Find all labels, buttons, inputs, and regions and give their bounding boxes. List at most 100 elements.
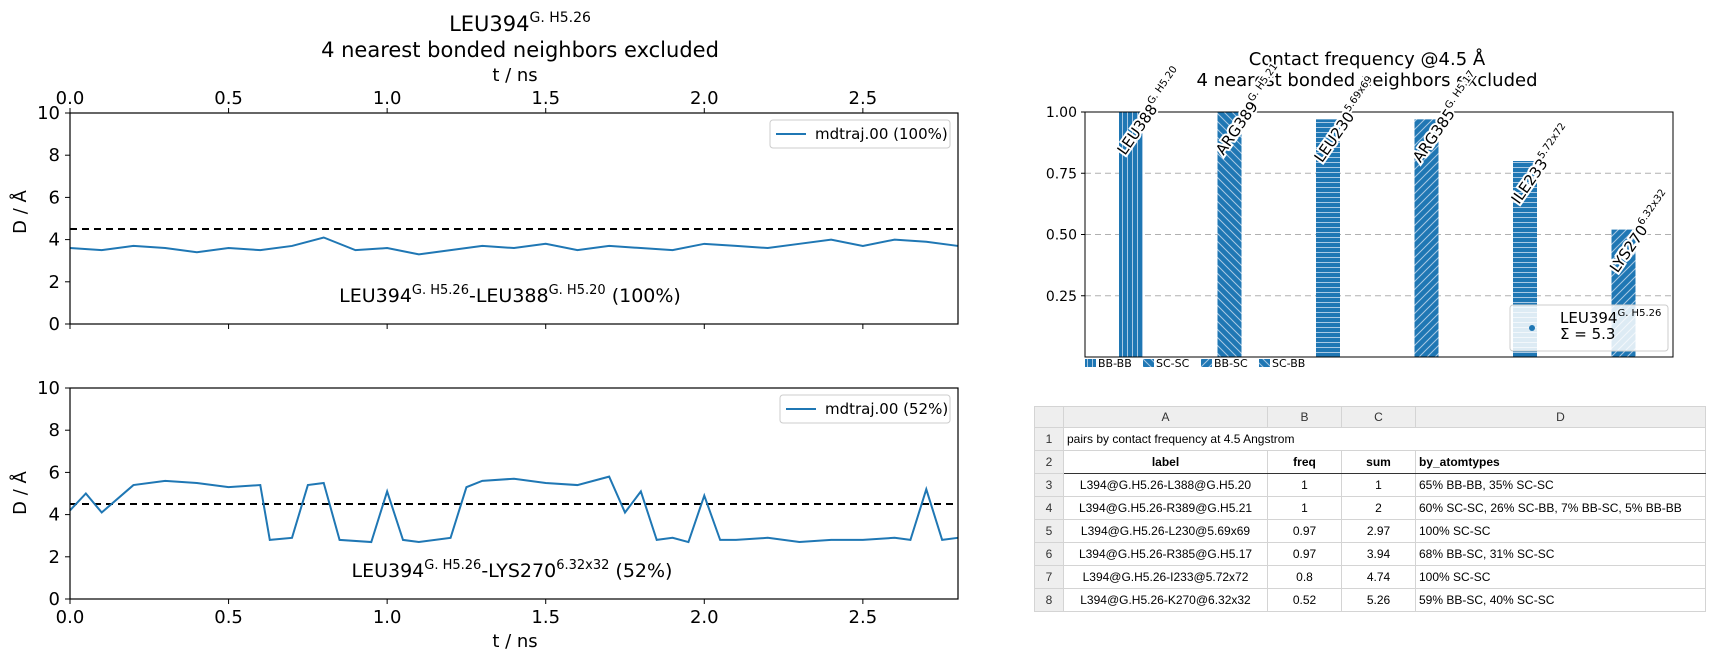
sheet-row-number[interactable]: 5: [1034, 519, 1064, 543]
panel2-xtick-label: 0.0: [56, 607, 85, 628]
timeseries-panel-2: 0.0 0.5 1.0 1.5 2.0 2.5 0 2 4 6 8 10 t / ns D / Å m…: [9, 378, 959, 649]
hatch-legend-swatch: [1201, 359, 1212, 367]
sheet-title-row: 1 pairs by contact frequency at 4.5 Angs…: [1034, 427, 1706, 451]
bar-ytick-label: 0.50: [1046, 228, 1077, 244]
sheet-header-label[interactable]: label: [1063, 450, 1268, 474]
bar-legend-box: LEU394G. H5.26 Σ = 5.3: [1509, 304, 1669, 352]
sheet-row-number[interactable]: 1: [1034, 427, 1064, 451]
bar-arg389: [1217, 112, 1242, 357]
panel1-top-xlabel: t / ns: [492, 65, 537, 86]
sheet-row-number[interactable]: 2: [1034, 450, 1064, 474]
sheet-cell-sum[interactable]: 5.26: [1341, 588, 1416, 612]
sheet-cell-label[interactable]: L394@G.H5.26-L230@5.69x69: [1063, 519, 1268, 543]
panel2-ylabel: D / Å: [9, 470, 31, 514]
sheet-row-number[interactable]: 3: [1034, 473, 1064, 497]
sheet-corner-cell[interactable]: [1034, 406, 1064, 428]
sheet-col-C[interactable]: C: [1341, 406, 1416, 428]
panel1-title-residue: LEU394: [449, 12, 529, 36]
sheet-header-freq[interactable]: freq: [1267, 450, 1342, 474]
panel1-ytick-label: 4: [49, 230, 60, 251]
sheet-cell-freq[interactable]: 1: [1267, 473, 1342, 497]
sheet-row-number[interactable]: 7: [1034, 565, 1064, 589]
sheet-column-header-row: A B C D: [1034, 406, 1706, 428]
panel2-annotation: LEU394G. H5.26-LYS2706.32x32 (52%): [352, 558, 673, 582]
sheet-cell-freq[interactable]: 0.97: [1267, 519, 1342, 543]
panel1-ytick-label: 10: [37, 103, 60, 124]
panel2-ytick-label: 0: [49, 589, 60, 610]
sheet-cell-label[interactable]: L394@G.H5.26-R385@G.H5.17: [1063, 542, 1268, 566]
sheet-col-D[interactable]: D: [1415, 406, 1706, 428]
hatch-legend-label: SC-BB: [1272, 357, 1305, 370]
sheet-cell-atomtypes[interactable]: 68% BB-SC, 31% SC-SC: [1415, 542, 1706, 566]
bar-yticks: 0.25 0.50 0.75 1.00: [1046, 105, 1085, 305]
sheet-col-A[interactable]: A: [1063, 406, 1268, 428]
panel2-series-line: [69, 475, 959, 544]
sheet-col-B[interactable]: B: [1267, 406, 1342, 428]
panel1-legend-label: mdtraj.00 (100%): [815, 125, 948, 143]
bar-leu230: [1316, 119, 1340, 357]
panel1-xtick-label: 1.0: [373, 88, 402, 109]
sheet-cell-sum[interactable]: 1: [1341, 473, 1416, 497]
sheet-cell-atomtypes[interactable]: 59% BB-SC, 40% SC-SC: [1415, 588, 1706, 612]
sheet-cell-freq[interactable]: 0.97: [1267, 542, 1342, 566]
sheet-cell-atomtypes[interactable]: 100% SC-SC: [1415, 519, 1706, 543]
panel2-ticks: 0.0 0.5 1.0 1.5 2.0 2.5 0 2 4 6 8 10: [37, 378, 877, 628]
panel2-ytick-label: 8: [49, 420, 60, 441]
table-row: 6 L394@G.H5.26-R385@G.H5.17 0.97 3.94 68…: [1034, 542, 1706, 566]
panel2-legend-label: mdtraj.00 (52%): [825, 400, 948, 418]
panel2-legend: mdtraj.00 (52%): [779, 394, 951, 424]
sheet-cell-sum[interactable]: 2: [1341, 496, 1416, 520]
bar-legend-name: LEU394G. H5.26: [1560, 308, 1661, 327]
panel1-ylabel: D / Å: [9, 189, 31, 233]
panel2-ytick-label: 4: [49, 505, 60, 526]
panel1-xtick-label: 2.0: [690, 88, 719, 109]
bar-ytick-label: 0.75: [1046, 166, 1077, 182]
sheet-cell-atomtypes[interactable]: 60% SC-SC, 26% SC-BB, 7% BB-SC, 5% BB-BB: [1415, 496, 1706, 520]
panel2-xtick-label: 1.5: [531, 607, 560, 628]
panel1-legend: mdtraj.00 (100%): [769, 119, 951, 149]
sheet-cell-label[interactable]: L394@G.H5.26-I233@5.72x72: [1063, 565, 1268, 589]
sheet-cell-freq[interactable]: 1: [1267, 496, 1342, 520]
panel1-title-line1: LEU394G. H5.26: [449, 10, 591, 36]
sheet-header-atomtypes[interactable]: by_atomtypes: [1415, 450, 1706, 474]
sheet-cell-atomtypes[interactable]: 100% SC-SC: [1415, 565, 1706, 589]
sheet-header-sum[interactable]: sum: [1341, 450, 1416, 474]
sheet-cell-sum[interactable]: 2.97: [1341, 519, 1416, 543]
panel1-xtick-label: 0.5: [214, 88, 243, 109]
sheet-cell-freq[interactable]: 0.52: [1267, 588, 1342, 612]
contact-frequency-chart: Contact frequency @4.5 Å 4 nearest bonde…: [1046, 48, 1674, 370]
table-row: 3 L394@G.H5.26-L388@G.H5.20 1 1 65% BB-B…: [1034, 473, 1706, 497]
panel1-ticks: 0.0 0.5 1.0 1.5 2.0 2.5 0 2 4 6 8 10: [37, 88, 877, 335]
sheet-row-number[interactable]: 6: [1034, 542, 1064, 566]
sheet-cell-label[interactable]: L394@G.H5.26-L388@G.H5.20: [1063, 473, 1268, 497]
sheet-cell-freq[interactable]: 0.8: [1267, 565, 1342, 589]
panel2-ytick-label: 6: [49, 462, 60, 483]
sheet-cell-sum[interactable]: 3.94: [1341, 542, 1416, 566]
bar-ytick-label: 1.00: [1046, 105, 1077, 121]
sheet-title-cell[interactable]: pairs by contact frequency at 4.5 Angstr…: [1063, 427, 1706, 451]
bar-ytick-label: 0.25: [1046, 289, 1077, 305]
panel2-ytick-label: 2: [49, 547, 60, 568]
bar-title-line1: Contact frequency @4.5 Å: [1249, 48, 1486, 70]
sheet-cell-atomtypes[interactable]: 65% BB-BB, 35% SC-SC: [1415, 473, 1706, 497]
panel2-xtick-label: 1.0: [373, 607, 402, 628]
hatch-legend-swatch: [1143, 359, 1154, 367]
panel1-xtick-label: 1.5: [531, 88, 560, 109]
sheet-row-number[interactable]: 8: [1034, 588, 1064, 612]
bar-gridlines: [1085, 172, 1673, 297]
sheet-cell-label[interactable]: L394@G.H5.26-K270@6.32x32: [1063, 588, 1268, 612]
sheet-cell-label[interactable]: L394@G.H5.26-R389@G.H5.21: [1063, 496, 1268, 520]
hatch-legend-swatch: [1259, 359, 1270, 367]
sheet-row-number[interactable]: 4: [1034, 496, 1064, 520]
panel1-ytick-label: 2: [49, 272, 60, 293]
table-row: 7 L394@G.H5.26-I233@5.72x72 0.8 4.74 100…: [1034, 565, 1706, 589]
panel1-series-line: [69, 236, 959, 256]
sheet-cell-sum[interactable]: 4.74: [1341, 565, 1416, 589]
panel1-xtick-label: 2.5: [849, 88, 878, 109]
panel1-annotation: LEU394G. H5.26-LEU388G. H5.20 (100%): [339, 283, 681, 307]
panel1-ytick-label: 8: [49, 145, 60, 166]
sheet-header-row: 2 label freq sum by_atomtypes: [1034, 450, 1706, 474]
panel2-xtick-label: 2.0: [690, 607, 719, 628]
table-row: 4 L394@G.H5.26-R389@G.H5.21 1 2 60% SC-S…: [1034, 496, 1706, 520]
